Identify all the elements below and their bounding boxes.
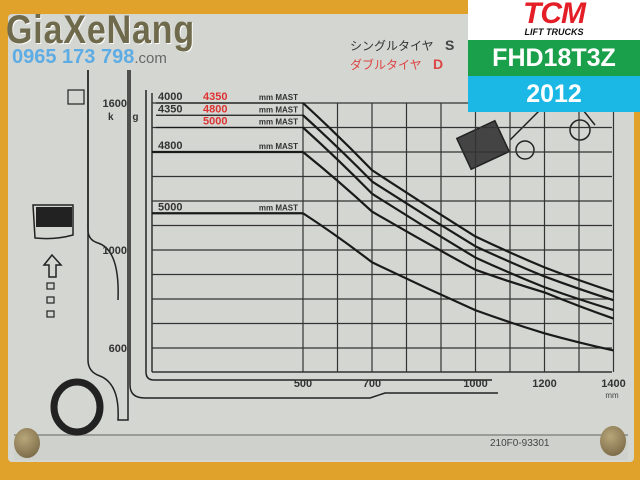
curve-unit-label: mm MAST xyxy=(259,142,298,151)
double-tire-label: ダブルタイヤ D xyxy=(350,56,443,73)
load-icon xyxy=(32,204,74,240)
curve-unit-label: mm MAST xyxy=(259,105,298,114)
double-code: D xyxy=(432,56,444,72)
load-curve xyxy=(302,126,614,312)
curve-unit-label: mm MAST xyxy=(259,118,298,127)
load-curve xyxy=(302,151,614,320)
single-code: S xyxy=(445,37,455,53)
double-tire-text: ダブルタイヤ xyxy=(350,58,422,72)
forklift-icon xyxy=(455,99,596,171)
curve-unit-label: mm MAST xyxy=(259,93,298,102)
y-tick-label: 1600 xyxy=(103,98,127,110)
load-curve xyxy=(302,212,614,352)
phone: 0965 173 798 xyxy=(12,46,135,68)
y-tick-label: 600 xyxy=(109,343,127,355)
curve-unit-label: mm MAST xyxy=(259,203,298,212)
chart-grid xyxy=(151,93,615,373)
brand-sub: LIFT TRUCKS xyxy=(524,27,584,37)
x-tick-label: 500 xyxy=(294,378,312,390)
plate-bottom-strip xyxy=(14,434,628,460)
curve-label: 4350 4800 xyxy=(158,103,227,115)
single-tire-label: シングルタイヤ S xyxy=(350,37,454,54)
x-tick-label: 1400 xyxy=(601,378,625,390)
bolt-icon xyxy=(600,426,626,456)
x-tick-label: 1200 xyxy=(532,378,556,390)
load-curve xyxy=(302,114,614,302)
x-tick-label: 1000 xyxy=(463,378,487,390)
curve-label: 4000 4350 xyxy=(158,91,227,103)
brand-logo: TCM LIFT TRUCKS xyxy=(468,0,640,40)
chart-curves xyxy=(152,102,614,352)
load-curve xyxy=(302,102,614,293)
brand-name: TCM xyxy=(523,0,586,30)
watermark-phone: 0965 173 798.com xyxy=(12,46,167,69)
curve-label: 5000 xyxy=(158,201,182,213)
x-axis-unit: mm xyxy=(605,391,619,400)
model-banner: FHD18T3Z xyxy=(468,40,640,76)
curve-label: 4800 xyxy=(158,140,182,152)
y-axis-unit: k g xyxy=(108,112,146,123)
curve-label: 5000 xyxy=(203,116,227,128)
wheel-icon xyxy=(50,378,104,436)
x-tick-label: 700 xyxy=(363,378,381,390)
single-tire-text: シングルタイヤ xyxy=(350,39,434,53)
watermark-brand: GiaXeNang xyxy=(6,8,196,52)
arrow-up-icon xyxy=(42,253,63,278)
bolt-icon xyxy=(14,428,40,458)
y-tick-label: 1000 xyxy=(103,245,127,257)
part-number: 210F0-93301 xyxy=(490,438,550,449)
year-banner: 2012 xyxy=(468,76,640,112)
domain: .com xyxy=(134,50,167,67)
